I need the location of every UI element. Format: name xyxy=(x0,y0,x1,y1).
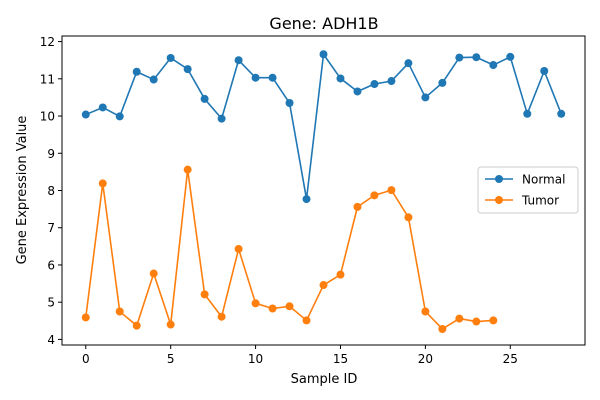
data-point-normal xyxy=(353,87,362,96)
data-point-tumor xyxy=(251,299,260,308)
data-point-normal xyxy=(115,112,124,121)
data-point-tumor xyxy=(81,313,90,322)
x-tick-label: 15 xyxy=(333,352,348,366)
data-point-tumor xyxy=(132,321,141,330)
data-point-normal xyxy=(183,65,192,74)
data-point-normal xyxy=(234,56,243,65)
data-point-normal xyxy=(98,103,107,112)
data-point-tumor xyxy=(370,191,379,200)
data-point-normal xyxy=(455,53,464,62)
data-point-normal xyxy=(370,80,379,89)
data-point-normal xyxy=(285,99,294,108)
data-point-tumor xyxy=(421,307,430,316)
data-point-normal xyxy=(302,195,311,204)
y-tick-label: 12 xyxy=(40,35,55,49)
data-point-normal xyxy=(81,110,90,119)
data-point-normal xyxy=(268,73,277,82)
data-point-tumor xyxy=(438,324,447,333)
data-point-tumor xyxy=(234,244,243,253)
data-point-tumor xyxy=(217,312,226,321)
data-point-tumor xyxy=(183,165,192,174)
y-tick-label: 10 xyxy=(40,110,55,124)
data-point-tumor xyxy=(200,290,209,299)
x-tick-label: 10 xyxy=(248,352,263,366)
data-point-tumor xyxy=(268,304,277,313)
legend-label-tumor: Tumor xyxy=(521,194,559,208)
data-point-tumor xyxy=(302,316,311,325)
data-point-normal xyxy=(166,53,175,62)
x-axis-label: Sample ID xyxy=(291,372,358,387)
data-point-tumor xyxy=(285,302,294,311)
data-point-normal xyxy=(132,67,141,76)
y-tick-label: 8 xyxy=(47,184,55,198)
x-tick-label: 25 xyxy=(503,352,518,366)
x-axis: 0 5 10 15 20 25 xyxy=(82,345,518,366)
y-axis: 4 5 6 7 8 9 10 11 12 xyxy=(40,35,62,347)
data-point-tumor xyxy=(353,202,362,211)
data-point-normal xyxy=(557,109,566,118)
data-point-normal xyxy=(336,74,345,83)
y-tick-label: 5 xyxy=(47,296,55,310)
legend-label-normal: Normal xyxy=(522,173,565,187)
data-point-tumor xyxy=(166,320,175,329)
y-tick-label: 9 xyxy=(47,147,55,161)
data-point-tumor xyxy=(336,270,345,279)
data-point-normal xyxy=(489,61,498,70)
series-normal xyxy=(81,50,566,204)
legend-marker-tumor xyxy=(495,196,503,204)
series-tumor xyxy=(81,165,498,333)
data-point-tumor xyxy=(149,269,158,278)
x-tick-label: 0 xyxy=(82,352,90,366)
y-axis-label: Gene Expression Value xyxy=(15,116,30,265)
data-point-normal xyxy=(540,66,549,75)
data-point-tumor xyxy=(455,314,464,323)
data-point-tumor xyxy=(98,179,107,188)
data-point-normal xyxy=(251,73,260,82)
data-point-normal xyxy=(438,78,447,87)
legend-marker-normal xyxy=(495,175,503,183)
data-point-normal xyxy=(421,93,430,102)
x-tick-label: 20 xyxy=(418,352,433,366)
data-point-tumor xyxy=(489,316,498,325)
data-point-normal xyxy=(506,52,515,61)
data-point-tumor xyxy=(472,317,481,326)
data-point-normal xyxy=(404,59,413,68)
data-point-tumor xyxy=(115,307,124,316)
data-point-normal xyxy=(387,77,396,86)
data-point-tumor xyxy=(319,281,328,290)
data-point-normal xyxy=(149,75,158,84)
series-layer xyxy=(81,50,566,333)
x-tick-label: 5 xyxy=(167,352,175,366)
legend: Normal Tumor xyxy=(477,166,579,214)
data-point-normal xyxy=(217,114,226,123)
data-point-normal xyxy=(523,109,532,118)
data-point-normal xyxy=(472,53,481,62)
data-point-normal xyxy=(319,50,328,59)
data-point-tumor xyxy=(404,213,413,222)
chart-title: Gene: ADH1B xyxy=(269,14,378,33)
data-point-tumor xyxy=(387,186,396,195)
y-tick-label: 6 xyxy=(47,258,55,272)
y-tick-label: 7 xyxy=(47,221,55,235)
y-tick-label: 11 xyxy=(40,72,55,86)
y-tick-label: 4 xyxy=(47,333,55,347)
data-point-normal xyxy=(200,94,209,103)
